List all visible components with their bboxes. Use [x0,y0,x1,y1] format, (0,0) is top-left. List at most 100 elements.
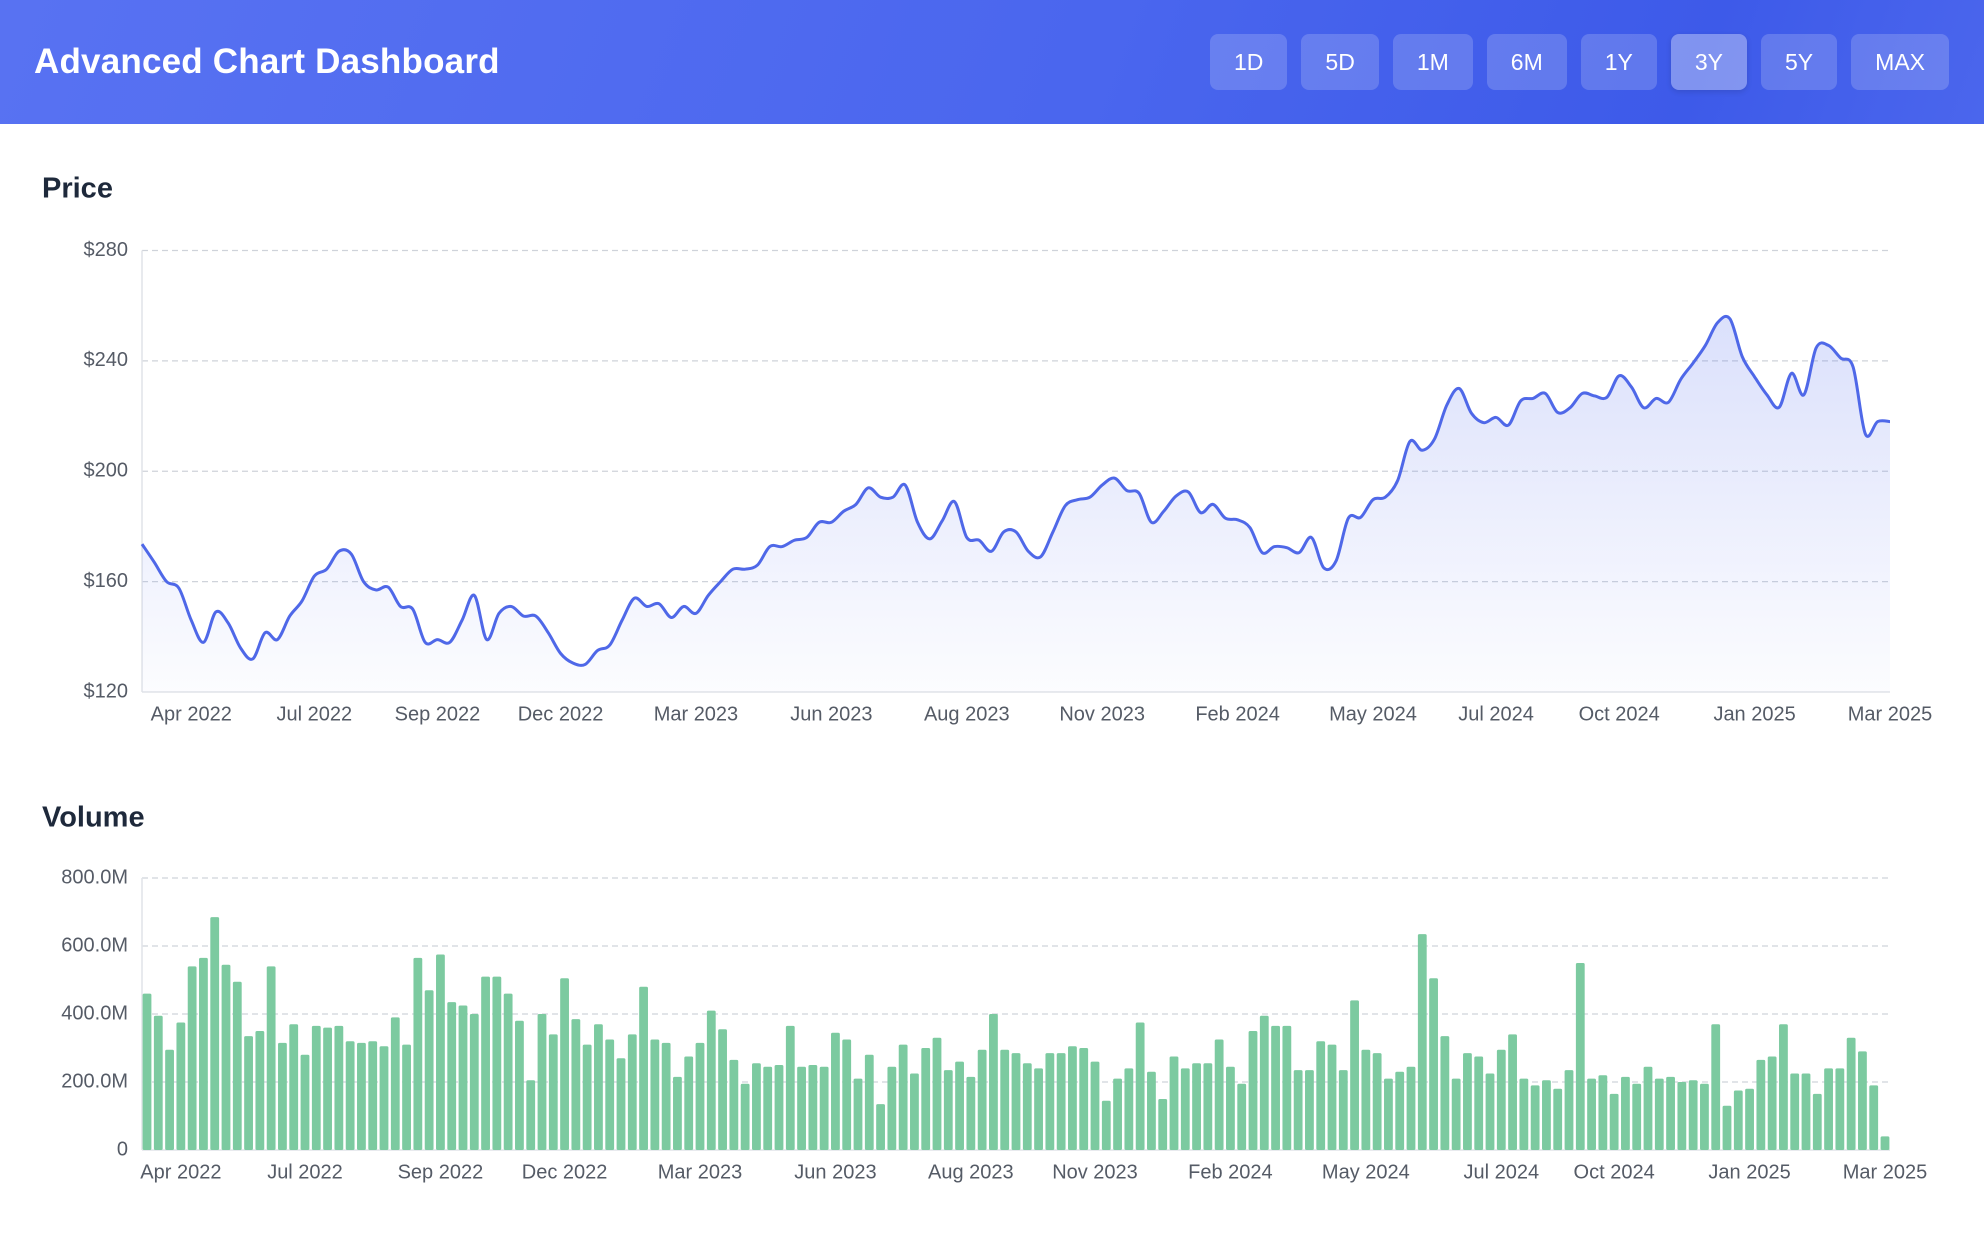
charts: Price $120 $160 $200 $240 $280 Apr 2022 Jul 202… [42,173,1932,1184]
x-tick-label: Aug 2023 [928,1161,1014,1183]
volume-bar [1745,1088,1754,1150]
volume-bar [1124,1068,1134,1150]
volume-bar [1056,1053,1066,1150]
y-tick-label: $120 [84,680,129,702]
volume-bar [1203,1063,1213,1150]
range-button[interactable]: MAX [1851,34,1949,90]
volume-bar [571,1019,581,1150]
volume-bar [142,993,152,1150]
y-tick-label: 200.0M [61,1070,128,1092]
volume-bar [842,1039,852,1150]
header: Advanced Chart Dashboard 1D 5D 1M 6M 1Y 3Y 5Y M… [0,0,1984,124]
range-button[interactable]: 5D [1301,34,1379,90]
x-tick-label: Dec 2022 [518,703,604,725]
volume-bar [616,1058,626,1150]
volume-bar [1858,1051,1867,1150]
volume-bar [357,1042,366,1150]
volume-bar [1530,1085,1540,1150]
volume-bar [932,1037,942,1150]
volume-bar [1790,1073,1800,1150]
volume-bar [1519,1078,1529,1150]
volume-bar [1474,1056,1484,1150]
volume-bar [390,1017,400,1150]
volume-bar [763,1066,773,1150]
y-tick-label: $280 [84,239,129,261]
volume-bar [526,1080,536,1150]
volume-bar [1147,1071,1156,1150]
range-button[interactable]: 3Y [1670,34,1748,90]
x-tick-label: Mar 2023 [654,703,739,725]
volume-bar [661,1042,671,1150]
x-tick-label: Jan 2025 [1708,1161,1790,1183]
volume-bar [684,1056,694,1150]
volume-bar [560,978,569,1150]
volume-bar [582,1044,592,1150]
x-tick-label: Jul 2022 [277,703,353,725]
y-tick-label: 400.0M [61,1002,128,1024]
x-tick-label: Jan 2025 [1713,703,1795,725]
volume-bar [379,1046,389,1150]
range-button[interactable]: 5Y [1761,34,1838,90]
volume-bar [165,1049,174,1150]
x-tick-label: Feb 2024 [1188,1161,1273,1183]
volume-bar [955,1061,964,1150]
volume-bar [989,1014,998,1150]
volume-bar [1779,1024,1788,1150]
volume-bar [1733,1090,1743,1150]
volume-bar [1305,1070,1314,1150]
volume-bar [1654,1078,1664,1150]
volume-bar [1621,1076,1630,1150]
range-button[interactable]: 6M [1486,34,1567,90]
volume-bar [334,1025,344,1150]
volume-bar [1068,1046,1077,1150]
volume-bar [548,1034,558,1150]
volume-bar [1722,1105,1732,1150]
volume-bar [1395,1071,1405,1150]
volume-bar [627,1034,637,1150]
range-button[interactable]: 1M [1392,34,1473,90]
volume-bar [639,986,648,1150]
volume-bar [1564,1070,1574,1150]
volume-bar [1259,1015,1269,1150]
volume-bar [1824,1068,1833,1150]
range-button[interactable]: 1D [1210,34,1288,90]
volume-bar [752,1063,761,1150]
volume-bar [1350,1000,1359,1150]
volume-bar [977,1049,987,1150]
volume-bar [515,1020,524,1150]
volume-bar [1700,1083,1709,1150]
volume-bar [1022,1063,1032,1150]
x-tick-label: Mar 2025 [1843,1161,1928,1183]
x-tick-label: Jul 2024 [1463,1161,1539,1183]
volume-bar [244,1036,253,1150]
volume-bar [1429,978,1438,1150]
volume-bar [1609,1093,1619,1150]
y-tick-label: 600.0M [61,934,128,956]
volume-bar [1372,1053,1382,1150]
x-tick-label: May 2024 [1329,703,1417,725]
volume-bar [1417,934,1427,1150]
volume-bar [1113,1078,1122,1150]
x-tick-label: Jul 2022 [267,1161,343,1183]
volume-bar [898,1044,908,1150]
volume-bar [402,1044,411,1150]
volume-bar [1079,1048,1089,1150]
volume-bar [1011,1053,1021,1150]
volume-bar [605,1039,615,1150]
volume-bar [278,1042,287,1150]
volume-bar [345,1041,355,1150]
x-tick-label: Jun 2023 [790,703,872,725]
y-tick-label: $240 [84,349,129,371]
volume-bar [1000,1049,1010,1150]
volume-bar [469,1014,479,1150]
volume-bar [695,1042,705,1150]
volume-bar [887,1066,897,1150]
volume-bar [1090,1061,1100,1150]
volume-bar [311,1025,321,1150]
volume-bar [199,957,208,1150]
range-button[interactable]: 1Y [1580,34,1657,90]
volume-bar [1406,1066,1416,1150]
volume-bar [1338,1070,1348,1150]
volume-bar [1587,1078,1596,1150]
x-tick-label: Sep 2022 [395,703,481,725]
